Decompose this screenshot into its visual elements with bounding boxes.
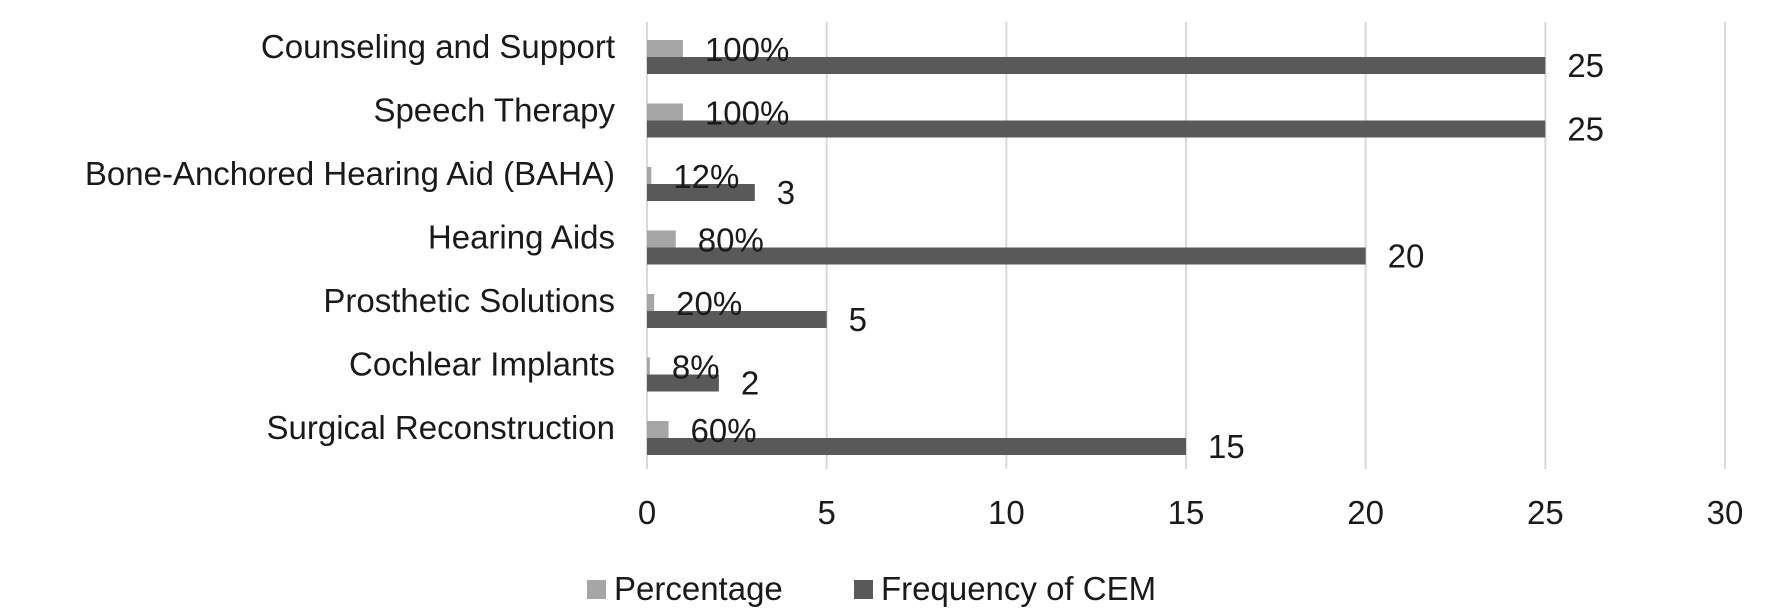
legend-label: Percentage: [614, 570, 783, 607]
data-label-frequency: 2: [741, 365, 759, 402]
data-label-percentage: 100%: [705, 31, 789, 68]
category-label: Cochlear Implants: [349, 346, 615, 383]
bar-percentage: [647, 357, 650, 375]
x-tick-label: 30: [1707, 494, 1744, 531]
bars: [647, 40, 1546, 455]
data-label-frequency: 20: [1388, 238, 1425, 275]
bar-percentage: [647, 103, 683, 121]
data-label-percentage: 20%: [676, 285, 742, 322]
category-label: Bone-Anchored Hearing Aid (BAHA): [85, 155, 615, 192]
data-label-percentage: 100%: [705, 95, 789, 132]
bar-percentage: [647, 421, 669, 438]
bar-frequency: [647, 57, 1546, 74]
bar-frequency: [647, 438, 1186, 455]
x-tick-label: 25: [1527, 494, 1564, 531]
bar-percentage: [647, 167, 652, 184]
legend-swatch: [854, 580, 873, 599]
data-label-frequency: 3: [777, 174, 795, 211]
data-label-frequency: 15: [1208, 428, 1245, 465]
x-tick-label: 20: [1347, 494, 1384, 531]
x-tick-label: 10: [988, 494, 1025, 531]
category-label: Speech Therapy: [373, 92, 615, 129]
data-labels: 100% 25 100% 25 12% 3 80% 20 20% 5 8% 2 60% 15: [672, 31, 1604, 465]
data-label-frequency: 5: [849, 301, 867, 338]
legend: Percentage Frequency of CEM: [587, 570, 1156, 607]
data-label-percentage: 80%: [698, 222, 764, 259]
category-label: Surgical Reconstruction: [267, 409, 616, 446]
x-tick-label: 5: [817, 494, 835, 531]
x-tick-label: 15: [1168, 494, 1205, 531]
bar-percentage: [647, 230, 676, 248]
bar-frequency: [647, 311, 827, 328]
category-label: Counseling and Support: [261, 28, 615, 65]
bar-frequency: [647, 184, 755, 201]
category-labels: Counseling and Support Speech Therapy Bone…: [85, 28, 616, 446]
legend-swatch: [587, 580, 606, 599]
bar-frequency: [647, 247, 1366, 265]
bar-frequency: [647, 120, 1546, 138]
x-axis-ticks: 0 5 10 15 20 25 30: [638, 494, 1744, 531]
data-label-percentage: 8%: [672, 349, 720, 386]
x-tick-label: 0: [638, 494, 656, 531]
data-label-frequency: 25: [1567, 47, 1604, 84]
bar-frequency: [647, 374, 719, 392]
legend-label: Frequency of CEM: [881, 570, 1156, 607]
bar-percentage: [647, 40, 683, 57]
category-label: Prosthetic Solutions: [323, 282, 615, 319]
data-label-percentage: 60%: [691, 412, 757, 449]
category-label: Hearing Aids: [428, 219, 615, 256]
data-label-frequency: 25: [1567, 111, 1604, 148]
gridlines: [646, 22, 1726, 469]
bar-percentage: [647, 294, 655, 311]
data-label-percentage: 12%: [673, 158, 739, 195]
